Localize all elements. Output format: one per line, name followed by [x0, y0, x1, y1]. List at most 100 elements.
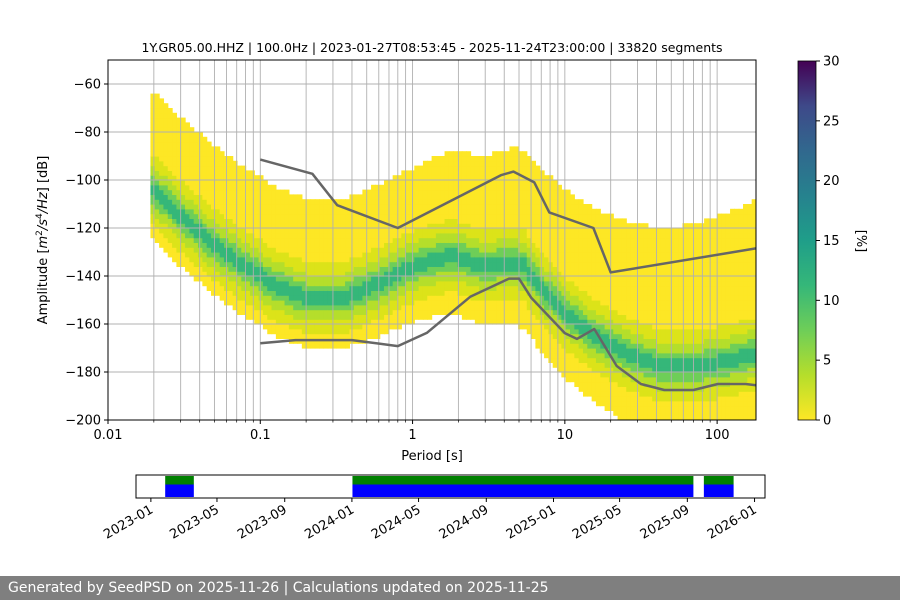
heatmap-cell: [371, 199, 376, 205]
heatmap-cell: [306, 228, 312, 234]
heatmap-cell: [306, 199, 312, 205]
heatmap-cell: [708, 324, 714, 330]
heatmap-cell: [552, 256, 558, 263]
heatmap-cell: [470, 232, 476, 239]
heatmap-cell: [660, 357, 666, 363]
heatmap-cell: [630, 400, 636, 407]
heatmap-cell: [487, 290, 493, 296]
heatmap-cell: [578, 304, 584, 311]
heatmap-cell: [695, 396, 701, 402]
heatmap-cell: [626, 328, 632, 335]
heatmap-cell: [198, 237, 203, 243]
heatmap-cell: [531, 247, 537, 253]
heatmap-cell: [695, 242, 701, 248]
heatmap-cell: [743, 228, 748, 234]
heatmap-cell: [211, 266, 216, 272]
heatmap-cell: [665, 357, 671, 363]
heatmap-cell: [388, 252, 394, 258]
heatmap-cell: [232, 204, 238, 210]
heatmap-cell: [448, 204, 454, 210]
heatmap-cell: [150, 180, 156, 186]
heatmap-cell: [487, 314, 493, 320]
heatmap-cell: [154, 141, 160, 147]
heatmap-cell: [739, 420, 744, 425]
heatmap-cell: [630, 309, 636, 315]
heatmap-cell: [574, 348, 580, 354]
heatmap-cell: [570, 261, 575, 267]
heatmap-cell: [591, 232, 597, 239]
heatmap-cell: [418, 194, 424, 200]
heatmap-cell: [747, 400, 753, 407]
heatmap-cell: [639, 348, 645, 354]
heatmap-cell: [500, 314, 506, 320]
heatmap-cell: [172, 175, 178, 181]
heatmap-cell: [211, 156, 216, 162]
heatmap-cell: [544, 180, 549, 186]
heatmap-cell: [669, 328, 675, 335]
heatmap-cell: [626, 252, 632, 258]
heatmap-cell: [552, 309, 558, 315]
heatmap-cell: [665, 430, 670, 435]
heatmap-cell: [509, 175, 515, 181]
heatmap-cell: [712, 280, 718, 287]
heatmap-cell: [626, 314, 632, 320]
heatmap-cell: [258, 247, 264, 253]
heatmap-cell: [539, 300, 545, 306]
heatmap-cell: [345, 232, 351, 239]
heatmap-cell: [288, 300, 294, 306]
heatmap-cell: [470, 160, 476, 167]
heatmap-cell: [725, 295, 731, 301]
heatmap-cell: [154, 218, 160, 224]
heatmap-cell: [673, 400, 679, 407]
heatmap-cell: [660, 232, 666, 239]
heatmap-cell: [673, 242, 679, 248]
heatmap-cell: [492, 184, 498, 191]
heatmap-cell: [630, 242, 636, 248]
heatmap-cell: [565, 247, 571, 253]
heatmap-cell: [310, 242, 316, 248]
heatmap-cell: [163, 170, 169, 176]
heatmap-cell: [652, 232, 658, 239]
heatmap-cell: [392, 295, 398, 301]
heatmap-cell: [167, 204, 173, 210]
heatmap-cell: [215, 175, 221, 181]
heatmap-cell: [682, 223, 688, 229]
heatmap-cell: [366, 295, 372, 301]
heatmap-cell: [673, 261, 679, 267]
heatmap-cell: [466, 276, 472, 282]
heatmap-cell: [280, 223, 286, 229]
heatmap-cell: [392, 256, 398, 263]
heatmap-cell: [414, 232, 420, 239]
heatmap-cell: [708, 228, 714, 234]
heatmap-cell: [513, 295, 519, 301]
heatmap-cell: [518, 180, 524, 186]
heatmap-cell: [557, 309, 562, 315]
heatmap-cell: [582, 242, 588, 248]
heatmap-cell: [470, 280, 476, 287]
heatmap-cell: [422, 223, 428, 229]
heatmap-cell: [686, 300, 692, 306]
heatmap-cell: [297, 314, 303, 320]
heatmap-cell: [202, 151, 208, 157]
heatmap-cell: [582, 247, 588, 253]
heatmap-cell: [526, 300, 532, 306]
heatmap-cell: [453, 189, 459, 195]
heatmap-cell: [747, 328, 753, 335]
heatmap-cell: [392, 314, 398, 320]
heatmap-cell: [293, 194, 299, 200]
heatmap-cell: [708, 242, 714, 248]
heatmap-cell: [474, 223, 480, 229]
heatmap-cell: [258, 237, 264, 243]
heatmap-cell: [647, 304, 653, 311]
heatmap-cell: [332, 218, 338, 224]
heatmap-cell: [531, 324, 537, 330]
heatmap-cell: [721, 276, 727, 282]
heatmap-cell: [565, 280, 571, 287]
heatmap-cell: [159, 146, 165, 152]
heatmap-cell: [284, 319, 290, 325]
heatmap-cell: [582, 343, 588, 349]
heatmap-cell: [215, 204, 221, 210]
heatmap-cell: [405, 290, 411, 296]
heatmap-cell: [725, 228, 731, 234]
heatmap-cell: [353, 276, 359, 282]
